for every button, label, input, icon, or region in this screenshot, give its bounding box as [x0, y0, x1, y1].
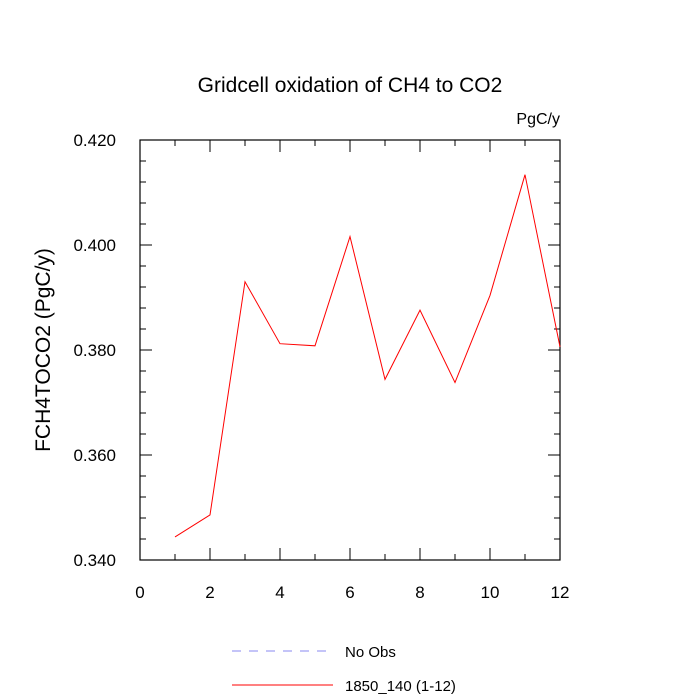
units-label: PgC/y: [516, 111, 560, 128]
x-tick-label: 0: [135, 583, 144, 602]
x-tick-label: 6: [345, 583, 354, 602]
x-tick-label: 8: [415, 583, 424, 602]
y-tick-label: 0.420: [73, 131, 116, 150]
x-tick-label: 4: [275, 583, 284, 602]
axis-ticks: [139, 139, 561, 561]
x-tick-label: 12: [551, 583, 570, 602]
x-tick-label: 10: [481, 583, 500, 602]
tick-labels: 0 2 4 6 8 10 12 0.340 0.360 0.380 0.400 0.420: [73, 131, 569, 602]
y-axis-label: FCH4TOCO2 (PgC/y): [32, 248, 55, 452]
y-tick-label: 0.380: [73, 341, 116, 360]
plot-frame: [139, 139, 561, 561]
chart-title: Gridcell oxidation of CH4 to CO2: [198, 74, 503, 97]
y-tick-label: 0.360: [73, 446, 116, 465]
y-tick-label: 0.400: [73, 236, 116, 255]
legend-no-obs-label: No Obs: [345, 644, 396, 661]
series-line: [174, 174, 561, 538]
legend-series-label: 1850_140 (1-12): [345, 678, 456, 695]
legend: No Obs 1850_140 (1-12): [232, 644, 456, 695]
series-group: [174, 174, 561, 538]
x-tick-label: 2: [205, 583, 214, 602]
y-tick-label: 0.340: [73, 551, 116, 570]
